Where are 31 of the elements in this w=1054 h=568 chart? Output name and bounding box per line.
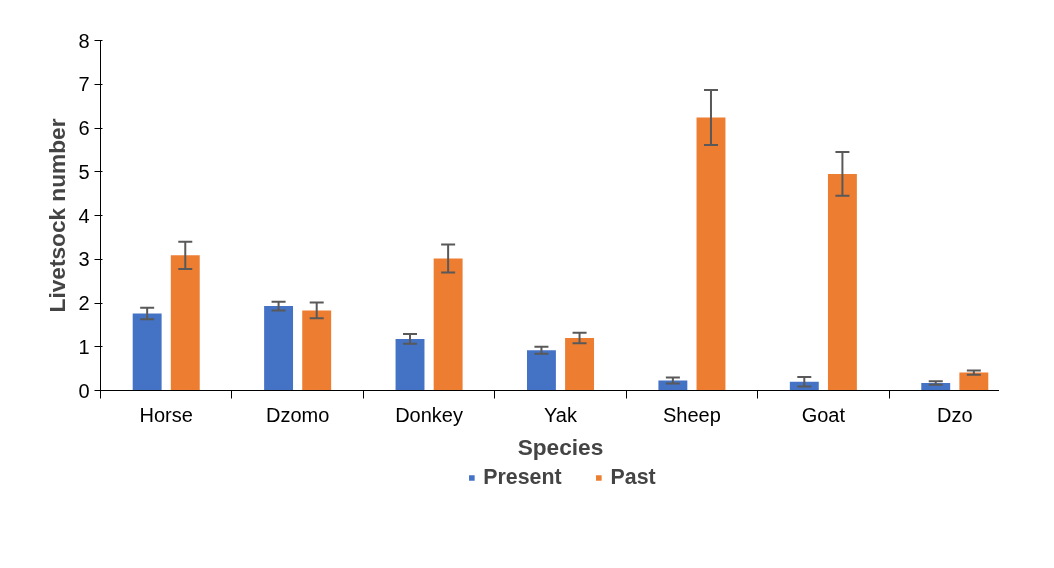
bar	[302, 310, 332, 391]
bar	[827, 173, 857, 391]
bar	[132, 313, 162, 391]
bar	[170, 255, 200, 391]
x-tick-label: Donkey	[395, 403, 463, 426]
bar	[264, 306, 294, 391]
bar	[526, 350, 556, 391]
bar	[395, 338, 425, 391]
bar	[433, 258, 463, 391]
x-tick-label: Sheep	[663, 403, 721, 426]
x-axis-title: Species	[517, 433, 604, 460]
y-tick-label: 1	[78, 335, 90, 358]
y-tick-label: 5	[78, 160, 90, 183]
y-tick-label: 2	[78, 292, 90, 314]
bar	[696, 117, 726, 391]
legend-label: Past	[610, 464, 656, 490]
y-tick-label: 7	[78, 73, 90, 96]
x-tick-label: Horse	[139, 403, 193, 426]
bar	[959, 372, 989, 391]
y-tick-label: 4	[78, 204, 90, 227]
y-axis-title: Livetsock number	[44, 118, 71, 313]
y-tick-label: 0	[78, 379, 90, 402]
y-tick-label: 8	[78, 29, 90, 52]
y-tick-label: 3	[78, 248, 90, 271]
legend-label: Present	[483, 464, 562, 490]
x-tick-label: Dzo	[937, 403, 973, 426]
x-tick-label: Dzomo	[265, 403, 330, 426]
y-tick-label: 6	[78, 117, 90, 139]
x-tick-label: Goat	[801, 403, 846, 426]
x-tick-label: Yak	[544, 403, 578, 426]
bar	[565, 338, 595, 391]
